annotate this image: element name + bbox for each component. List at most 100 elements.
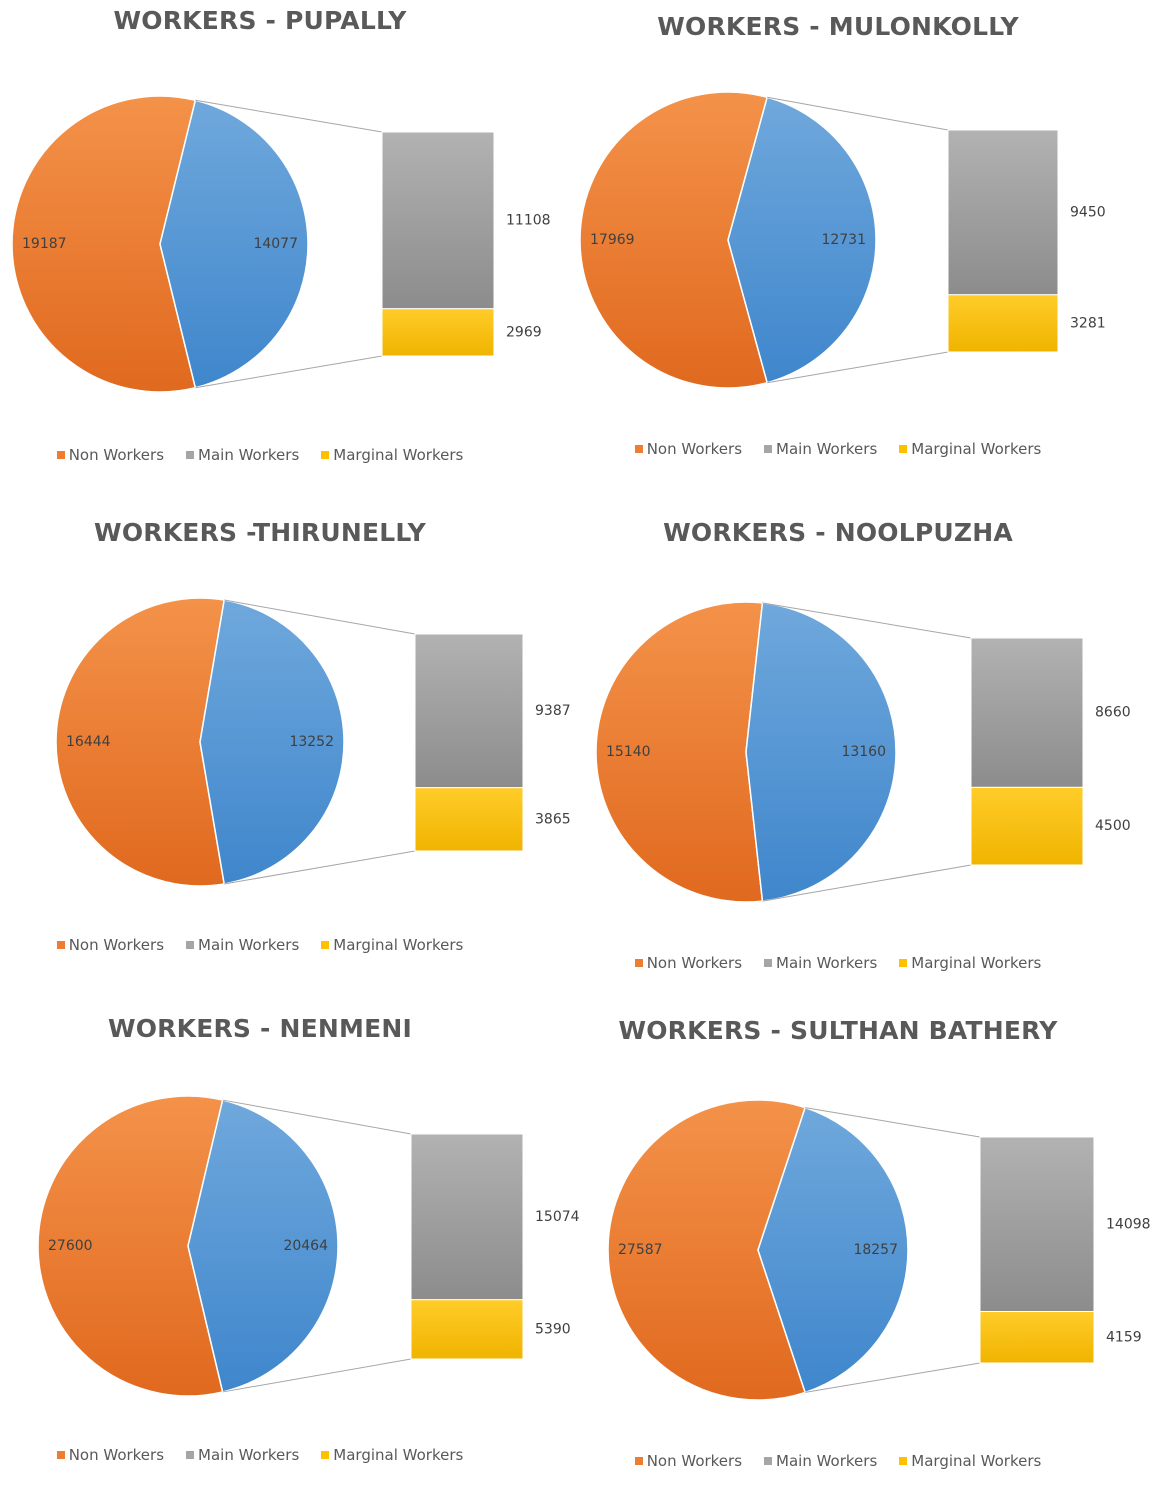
- connector-line-top: [195, 99, 383, 133]
- data-label-non-workers: 17969: [590, 232, 635, 248]
- connector-line-top: [767, 96, 949, 131]
- data-label-main-workers: 14098: [1106, 1216, 1151, 1232]
- pie-slice-workers: [159, 99, 309, 389]
- legend-swatch: [56, 941, 65, 949]
- chart-legend: Non Workers Main Workers Marginal Workers: [0, 936, 520, 954]
- bar-segment-main-workers: [979, 1136, 1095, 1313]
- connector-line-top: [805, 1107, 981, 1138]
- connector-line-top: [222, 1099, 412, 1135]
- data-label-main-workers: 9387: [535, 703, 571, 719]
- bar-segment-marginal-workers: [414, 787, 524, 852]
- chart-title: WORKERS -THIRUNELLY: [94, 518, 426, 547]
- chart-title: WORKERS - MULONKOLLY: [657, 12, 1019, 41]
- chart-title: WORKERS - NENMENI: [107, 1014, 413, 1043]
- legend-item-marginal-workers: Marginal Workers: [321, 1446, 463, 1464]
- legend-item-main-workers: Main Workers: [764, 1452, 877, 1470]
- legend-swatch: [186, 451, 195, 459]
- data-label-marginal-workers: 4500: [1095, 818, 1131, 834]
- connector-line-top: [224, 599, 416, 635]
- legend-swatch: [634, 959, 643, 967]
- data-label-workers: 13160: [841, 744, 886, 760]
- legend-item-marginal-workers: Marginal Workers: [899, 440, 1041, 458]
- bar-of-pie-chart: 17969 12731 9450 3281: [579, 91, 1106, 389]
- pie-slice-non-workers: [607, 1099, 807, 1401]
- chart-legend: Non Workers Main Workers Marginal Workers: [0, 1446, 520, 1464]
- chart-panel-workers-noolpuzha: WORKERS - NOOLPUZHA 15140 13160 8660 4500 Non…: [578, 518, 1138, 998]
- bar-of-pie-chart: 27587 18257 14098 4159: [607, 1099, 1151, 1401]
- chart-panel-workers-sulthan-bathery: WORKERS - SULTHAN BATHERY 27587 18257 14098…: [578, 1016, 1151, 1496]
- chart-panel-workers-thirunelly: WORKERS -THIRUNELLY 16444 13252 9387 3865 Non…: [0, 518, 571, 998]
- legend-label: Main Workers: [776, 1452, 878, 1470]
- pie-slice-workers: [199, 599, 345, 885]
- legend-label: Main Workers: [198, 1446, 300, 1464]
- legend-label: Non Workers: [646, 954, 743, 972]
- legend-label: Non Workers: [646, 1452, 743, 1470]
- legend-swatch: [634, 445, 643, 453]
- data-label-marginal-workers: 2969: [506, 324, 542, 340]
- data-label-main-workers: 8660: [1095, 705, 1131, 721]
- legend-label: Marginal Workers: [911, 1452, 1042, 1470]
- pie-slice-non-workers: [37, 1095, 224, 1397]
- data-label-main-workers: 11108: [506, 212, 551, 228]
- chart-title: WORKERS - PUPALLY: [113, 6, 407, 35]
- bar-of-pie-chart: 19187 14077 11108 2969: [11, 95, 551, 393]
- bar-segment-main-workers: [410, 1133, 524, 1301]
- pie-slice-non-workers: [579, 91, 769, 389]
- legend-item-non-workers: Non Workers: [56, 446, 165, 464]
- chart-legend: Non Workers Main Workers Marginal Workers: [578, 954, 1098, 972]
- legend-label: Marginal Workers: [333, 936, 464, 954]
- legend-item-non-workers: Non Workers: [634, 954, 743, 972]
- data-label-main-workers: 15074: [535, 1209, 580, 1225]
- legend-label: Non Workers: [68, 1446, 165, 1464]
- legend-swatch: [321, 941, 330, 949]
- legend-swatch: [634, 1457, 643, 1465]
- legend-item-marginal-workers: Marginal Workers: [899, 954, 1041, 972]
- pie-slice-workers: [745, 602, 897, 902]
- legend-label: Marginal Workers: [911, 440, 1042, 458]
- pie-slice-workers: [187, 1099, 339, 1393]
- data-label-marginal-workers: 3865: [535, 811, 571, 827]
- pie-slice-non-workers: [595, 601, 764, 903]
- bar-segment-main-workers: [414, 633, 524, 789]
- legend-swatch: [56, 451, 65, 459]
- legend-item-marginal-workers: Marginal Workers: [321, 936, 463, 954]
- pie-slice-non-workers: [11, 95, 197, 393]
- data-label-non-workers: 27587: [618, 1242, 663, 1258]
- data-label-marginal-workers: 4159: [1106, 1329, 1142, 1345]
- chart-title: WORKERS - SULTHAN BATHERY: [618, 1016, 1058, 1045]
- legend-swatch: [186, 1451, 195, 1459]
- pie-slice-non-workers: [55, 597, 226, 887]
- connector-line-bottom: [222, 1358, 412, 1393]
- legend-swatch: [899, 1457, 908, 1465]
- legend-label: Main Workers: [198, 446, 300, 464]
- legend-swatch: [321, 1451, 330, 1459]
- data-label-marginal-workers: 3281: [1070, 315, 1106, 331]
- legend-label: Non Workers: [68, 446, 165, 464]
- connector-line-bottom: [224, 850, 416, 885]
- data-label-workers: 13252: [289, 734, 334, 750]
- bar-segment-marginal-workers: [979, 1311, 1095, 1364]
- connector-line-bottom: [767, 351, 949, 384]
- bar-segment-main-workers: [381, 131, 495, 310]
- chart-title: WORKERS - NOOLPUZHA: [663, 518, 1013, 547]
- legend-label: Non Workers: [646, 440, 743, 458]
- data-label-workers: 12731: [821, 232, 866, 248]
- legend-swatch: [764, 1457, 773, 1465]
- legend-item-non-workers: Non Workers: [634, 440, 743, 458]
- connector-line-bottom: [805, 1362, 981, 1393]
- bar-of-pie-chart: 15140 13160 8660 4500: [595, 601, 1131, 903]
- legend-swatch: [186, 941, 195, 949]
- legend-label: Main Workers: [776, 440, 878, 458]
- data-label-main-workers: 9450: [1070, 204, 1106, 220]
- data-label-non-workers: 27600: [48, 1238, 93, 1254]
- bar-segment-marginal-workers: [410, 1299, 524, 1360]
- legend-item-non-workers: Non Workers: [56, 1446, 165, 1464]
- data-label-non-workers: 16444: [66, 734, 111, 750]
- pie-slice-workers: [757, 1106, 909, 1394]
- bar-of-pie-chart: 27600 20464 15074 5390: [37, 1095, 580, 1397]
- data-label-workers: 18257: [853, 1242, 898, 1258]
- bar-of-pie-chart: 16444 13252 9387 3865: [55, 597, 571, 887]
- bar-segment-main-workers: [970, 637, 1084, 788]
- chart-legend: Non Workers Main Workers Marginal Workers: [578, 1452, 1098, 1470]
- data-label-non-workers: 15140: [606, 744, 651, 760]
